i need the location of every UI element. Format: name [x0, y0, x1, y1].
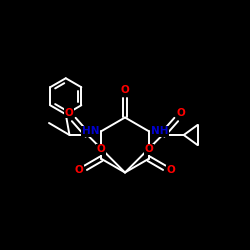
Text: O: O	[145, 144, 154, 154]
Text: NH: NH	[150, 126, 168, 136]
Text: HN: HN	[82, 126, 100, 136]
Text: O: O	[176, 108, 185, 118]
Text: O: O	[96, 144, 105, 154]
Text: O: O	[167, 165, 176, 175]
Text: O: O	[120, 86, 130, 96]
Text: O: O	[74, 165, 83, 175]
Text: O: O	[65, 108, 74, 118]
